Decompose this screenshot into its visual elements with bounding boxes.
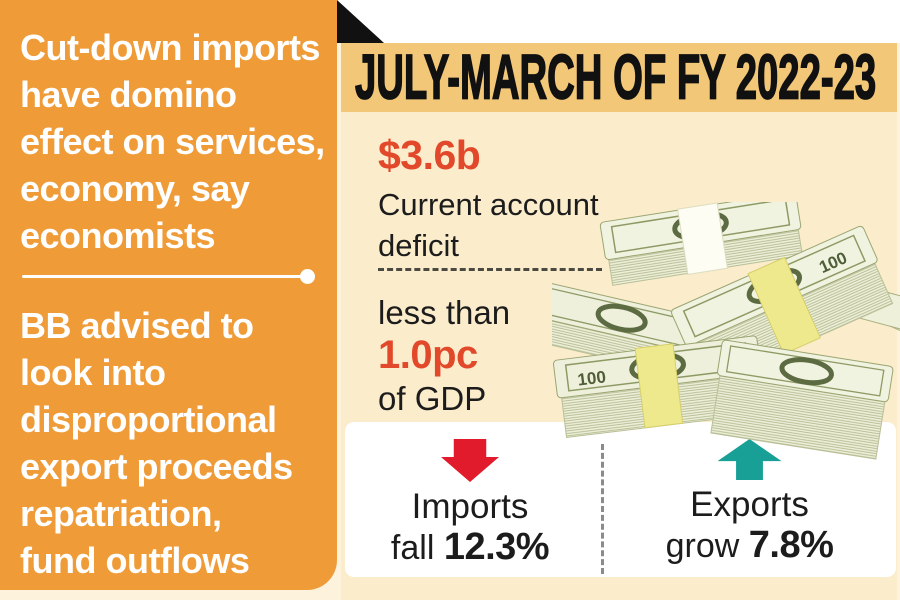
trade-stats-panel: Imports fall 12.3% Exports grow 7.8% xyxy=(345,422,896,577)
gdp-share-stat: less than 1.0pc of GDP xyxy=(378,291,510,420)
headline-top: Cut-down imports have domino effect on s… xyxy=(20,24,327,259)
headline-line: effect on services, xyxy=(20,121,325,162)
headline-line: economy, say xyxy=(20,168,250,209)
page-title: JULY-MARCH OF FY 2022-23 xyxy=(354,43,877,112)
exports-action: grow xyxy=(665,527,740,565)
gdp-prefix: less than xyxy=(378,294,511,331)
deficit-label: Current account deficit xyxy=(378,184,599,266)
headline-line: have domino xyxy=(20,74,237,115)
money-stacks-image: 100 100 xyxy=(552,202,900,460)
headline-line: Cut-down imports xyxy=(20,27,320,68)
imports-value: 12.3% xyxy=(443,526,550,568)
gdp-suffix: of GDP xyxy=(378,380,487,417)
deficit-label-line2: deficit xyxy=(378,228,459,263)
exports-value-line: grow 7.8% xyxy=(607,524,892,567)
headline-line: BB advised to xyxy=(20,305,254,346)
headline-divider xyxy=(22,269,315,284)
imports-action: fall xyxy=(390,529,435,567)
exports-label: Exports xyxy=(690,485,809,524)
headline-line: export proceeds xyxy=(20,446,293,487)
headline-line: repatriation, xyxy=(20,493,222,534)
vertical-dashed-divider xyxy=(601,444,604,574)
gdp-value: 1.0pc xyxy=(378,333,478,377)
imports-stat: Imports fall 12.3% xyxy=(345,422,595,577)
headline-bottom: BB advised to look into disproportional … xyxy=(20,302,327,584)
exports-value: 7.8% xyxy=(748,524,834,566)
imports-label: Imports xyxy=(411,487,529,526)
exports-stat: Exports grow 7.8% xyxy=(607,422,892,577)
down-arrow-icon xyxy=(441,439,499,482)
divider-dot xyxy=(300,269,315,284)
svg-text:100: 100 xyxy=(576,367,606,389)
deficit-label-line1: Current account xyxy=(378,187,599,222)
title-bar: JULY-MARCH OF FY 2022-23 xyxy=(341,43,897,112)
imports-value-line: fall 12.3% xyxy=(345,526,595,569)
headline-line: fund outflows xyxy=(20,540,250,581)
fold-corner-triangle xyxy=(337,0,384,43)
deficit-value: $3.6b xyxy=(378,132,481,178)
headline-line: economists xyxy=(20,215,216,256)
horizontal-dashed-divider xyxy=(378,268,602,271)
headline-line: look into xyxy=(20,352,166,393)
headline-line: disproportional xyxy=(20,399,277,440)
headline-panel: Cut-down imports have domino effect on s… xyxy=(0,0,337,590)
